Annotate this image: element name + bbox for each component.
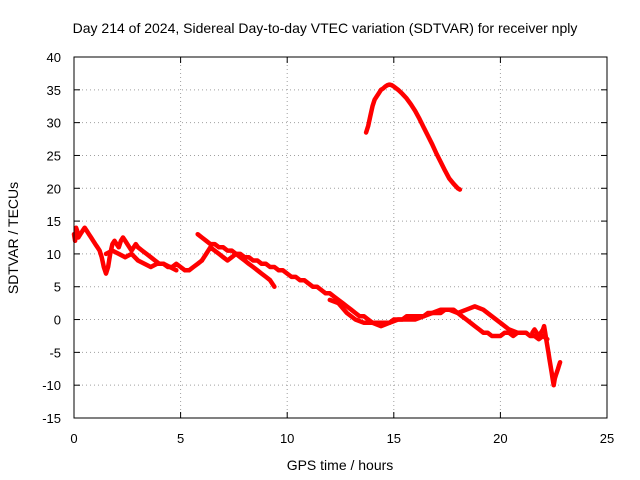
y-tick-label: 20: [47, 181, 61, 196]
y-tick-label: 30: [47, 116, 61, 131]
x-tick-label: 15: [387, 431, 401, 446]
x-tick-label: 25: [600, 431, 614, 446]
chart-title: Day 214 of 2024, Sidereal Day-to-day VTE…: [73, 20, 578, 36]
series-layer: [71, 82, 563, 388]
x-tick-label: 20: [493, 431, 507, 446]
series-line-track-5: [327, 297, 520, 335]
x-tick-label: 0: [70, 431, 77, 446]
y-tick-label: 0: [54, 313, 61, 328]
y-tick-label: 40: [47, 50, 61, 65]
grid-lines: [74, 57, 607, 418]
y-tick-label: 35: [47, 83, 61, 98]
y-tick-label: -10: [42, 378, 61, 393]
y-tick-label: -5: [49, 345, 61, 360]
y-tick-label: 15: [47, 214, 61, 229]
y-tick-label: 5: [54, 280, 61, 295]
y-tick-label: 25: [47, 148, 61, 163]
x-tick-label: 10: [280, 431, 294, 446]
series-line-track-2: [103, 248, 179, 273]
y-axis-label: SDTVAR / TECUs: [5, 182, 21, 294]
y-tick-label: 10: [47, 247, 61, 262]
y-tick-label: -15: [42, 411, 61, 426]
x-tick-label: 5: [177, 431, 184, 446]
axis-ticks: 0 5 10 15 20 25 -15 -10 -5 0 5 10 15 20 25 30 35 40: [42, 50, 614, 446]
series-line-track-6: [530, 323, 563, 388]
plot-frame: [73, 56, 608, 419]
series-line-track-7: [363, 82, 463, 192]
x-axis-label: GPS time / hours: [287, 457, 394, 473]
series-line-track-1: [71, 225, 205, 276]
